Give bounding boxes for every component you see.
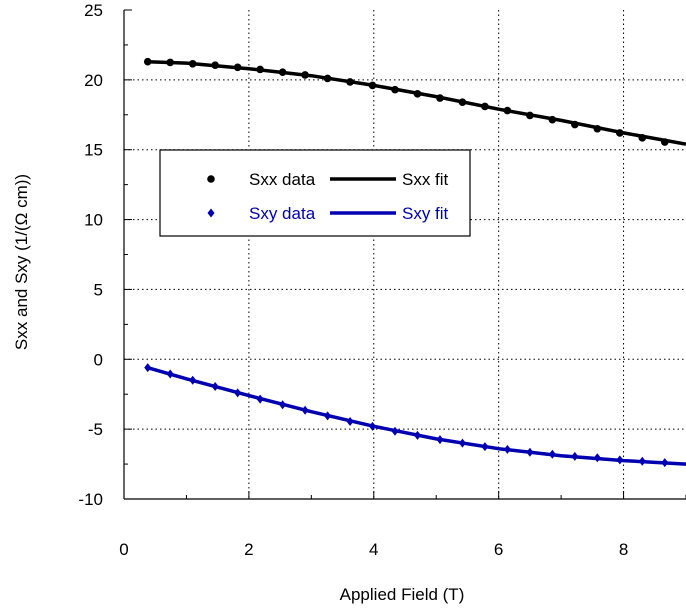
data-point [143, 57, 152, 66]
data-point [571, 451, 579, 461]
x-tick-label: 6 [494, 540, 503, 559]
data-point [234, 388, 242, 398]
data-point [391, 426, 399, 436]
legend-label: Sxy fit [402, 204, 449, 223]
legend-label: Sxx data [249, 170, 316, 189]
data-point [661, 458, 669, 468]
data-point [638, 456, 646, 466]
data-point [526, 111, 534, 120]
series-layer [143, 57, 686, 468]
y-tick-label: 0 [94, 350, 103, 369]
data-point [256, 394, 264, 404]
data-point [211, 61, 219, 69]
gridlines [124, 10, 686, 499]
x-tick-label: 0 [119, 540, 128, 559]
data-point [368, 81, 377, 90]
data-point [188, 59, 197, 68]
data-point [166, 369, 174, 379]
data-point [616, 455, 624, 465]
data-point [301, 71, 309, 79]
y-tick-label: 10 [84, 211, 103, 230]
data-point [166, 58, 175, 67]
legend-box [159, 149, 471, 237]
data-point [391, 85, 399, 94]
data-point [346, 416, 354, 426]
legend-marker [207, 175, 215, 183]
data-point [233, 63, 242, 72]
data-point [324, 411, 332, 421]
data-point [503, 444, 511, 454]
data-point [503, 106, 512, 115]
data-point [211, 382, 219, 392]
y-tick-label: 20 [84, 71, 103, 90]
data-point [593, 453, 601, 463]
data-point [593, 124, 602, 133]
data-point [413, 90, 422, 98]
data-point [526, 447, 534, 457]
data-point [301, 405, 309, 415]
legend-marker [207, 208, 215, 218]
data-point [481, 102, 489, 111]
y-axis-label: Sxx and Sxy (1/(Ω cm)) [12, 174, 31, 350]
x-axis-label: Applied Field (T) [340, 585, 465, 604]
data-point [548, 449, 556, 459]
data-point [413, 430, 421, 440]
data-point [278, 68, 287, 76]
data-point [323, 74, 332, 83]
y-tick-label: -10 [78, 490, 103, 509]
data-point [346, 78, 354, 86]
data-point [436, 94, 444, 102]
legend-label: Sxx fit [402, 170, 449, 189]
y-tick-label: -5 [88, 420, 103, 439]
data-point [638, 134, 647, 142]
x-tick-label: 2 [244, 540, 253, 559]
data-point [256, 65, 264, 74]
data-point [660, 138, 669, 146]
data-point [279, 400, 287, 410]
data-point [189, 375, 197, 385]
y-tick-label: 15 [84, 141, 103, 160]
data-point [481, 442, 489, 452]
data-point [458, 438, 466, 448]
legend: Sxx data Sxx fit Sxy data Sxy fit [159, 149, 471, 237]
legend-label: Sxy data [249, 204, 316, 223]
y-tick-label: 25 [84, 1, 103, 20]
data-point [571, 120, 579, 129]
data-point [369, 421, 377, 431]
data-point [458, 98, 467, 107]
data-point [548, 115, 557, 124]
plot-area [124, 10, 686, 499]
axes: -10 -5 0 5 10 15 20 25 0 2 4 6 8 [78, 1, 686, 559]
y-tick-label: 5 [94, 280, 103, 299]
data-point [616, 129, 624, 137]
data-point [436, 435, 444, 445]
x-tick-label: 4 [369, 540, 378, 559]
x-tick-label: 8 [619, 540, 628, 559]
data-point [144, 363, 152, 373]
